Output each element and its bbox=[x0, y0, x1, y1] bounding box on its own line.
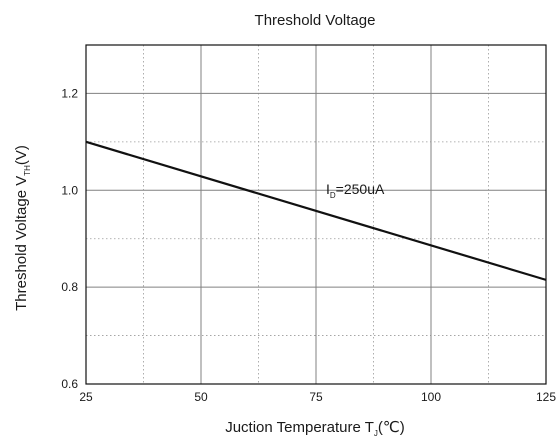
chart-title: Threshold Voltage bbox=[255, 12, 376, 29]
annotation-main: I bbox=[326, 181, 330, 197]
y-axis-label: Threshold Voltage VTH(V) bbox=[13, 145, 32, 311]
y-tick-label: 0.8 bbox=[61, 280, 78, 294]
plot-frame bbox=[85, 44, 547, 385]
y-tick-label: 1.0 bbox=[61, 183, 78, 197]
y-tick-label: 0.6 bbox=[61, 377, 78, 391]
series-layer bbox=[85, 140, 547, 281]
x-tick-label: 125 bbox=[536, 390, 556, 404]
x-tick-label: 25 bbox=[79, 390, 93, 404]
x-axis-label-suffix: (℃) bbox=[378, 419, 405, 436]
y-axis-label-suffix: (V) bbox=[13, 145, 30, 165]
x-tick-label: 100 bbox=[421, 390, 441, 404]
annotation-suffix: =250uA bbox=[336, 181, 385, 197]
tick-label-layer: 25 50 75 100 125 0.6 0.8 1.0 1.2 bbox=[61, 86, 556, 404]
y-tick-label: 1.2 bbox=[61, 86, 78, 100]
x-axis-label-main: Juction Temperature T bbox=[225, 419, 374, 436]
drain-current-annotation: ID=250uA bbox=[326, 181, 385, 200]
threshold-voltage-line bbox=[85, 140, 547, 281]
x-tick-label: 75 bbox=[309, 390, 323, 404]
annotation-subscript: D bbox=[330, 191, 336, 200]
y-axis-label-subscript: TH bbox=[23, 165, 32, 176]
grid-layer bbox=[86, 45, 546, 384]
x-tick-label: 50 bbox=[194, 390, 208, 404]
y-axis-label-main: Threshold Voltage V bbox=[13, 176, 30, 311]
x-axis-label-subscript: J bbox=[374, 429, 378, 438]
x-axis-label: Juction Temperature TJ(℃) bbox=[225, 419, 405, 438]
